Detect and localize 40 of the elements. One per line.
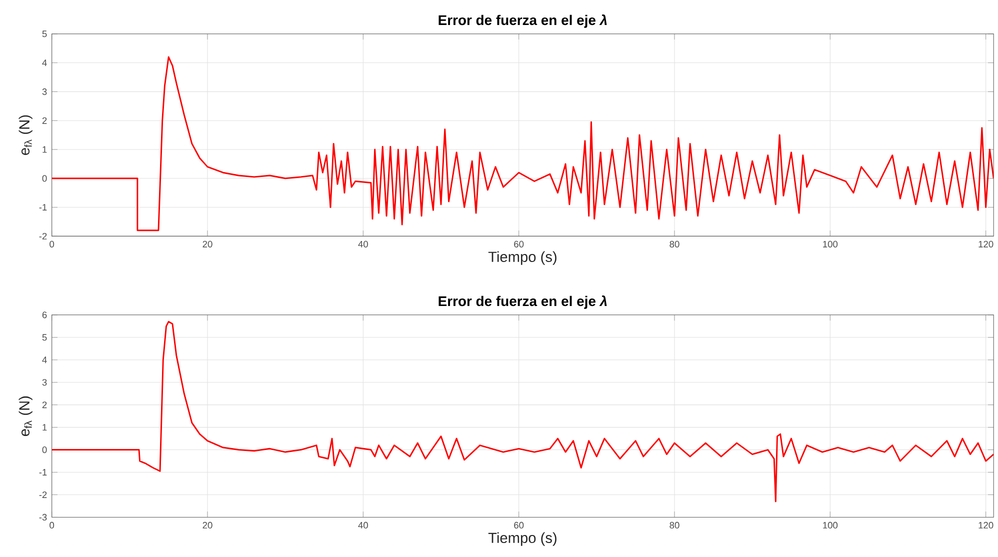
- chart-title: Error de fuerza en el eje λ: [438, 296, 607, 309]
- y-tick-label: -1: [39, 469, 47, 476]
- y-axis-title: e$_{fλ}$ (N): [18, 115, 32, 155]
- y-tick-label: 6: [42, 312, 47, 318]
- x-tick-label: 20: [202, 240, 212, 248]
- y-tick-label: 2: [42, 117, 47, 124]
- x-tick-label: 100: [823, 240, 838, 248]
- x-tick-label: 120: [978, 240, 994, 248]
- y-tick-label: 5: [42, 334, 47, 341]
- y-tick-label: 4: [42, 60, 47, 66]
- x-tick-label: 100: [823, 522, 838, 528]
- x-axis-title: Tiempo (s): [488, 532, 556, 546]
- x-tick-label: 40: [358, 240, 368, 248]
- x-axis-title: Tiempo (s): [488, 251, 556, 265]
- y-tick-label: -3: [39, 514, 47, 520]
- y-tick-label: -2: [39, 232, 47, 240]
- x-tick-label: 60: [514, 522, 524, 528]
- y-axis-title: e$_{fλ}$ (N): [18, 396, 32, 436]
- y-tick-label: -1: [39, 204, 47, 210]
- x-tick-label: 40: [358, 522, 368, 528]
- y-tick-label: 3: [42, 379, 47, 386]
- y-tick-label: 2: [42, 402, 47, 408]
- x-tick-label: 120: [978, 522, 994, 528]
- line-series: [52, 320, 994, 502]
- x-tick-label: 80: [670, 522, 680, 528]
- x-tick-label: 0: [50, 240, 54, 248]
- y-tick-label: 4: [42, 356, 47, 364]
- y-tick-label: 1: [42, 146, 47, 153]
- x-tick-label: 20: [202, 522, 212, 528]
- y-tick-label: 0: [42, 175, 47, 182]
- x-tick-label: 60: [514, 240, 524, 248]
- line-series: [52, 56, 994, 232]
- y-tick-label: 3: [42, 88, 47, 95]
- chart-title: Error de fuerza en el eje λ: [438, 14, 607, 28]
- x-tick-label: 0: [50, 522, 54, 528]
- y-tick-label: 5: [42, 30, 47, 38]
- y-tick-label: -2: [39, 491, 47, 498]
- y-tick-label: 1: [42, 424, 47, 430]
- x-tick-label: 80: [670, 240, 680, 248]
- y-tick-label: 0: [42, 446, 47, 454]
